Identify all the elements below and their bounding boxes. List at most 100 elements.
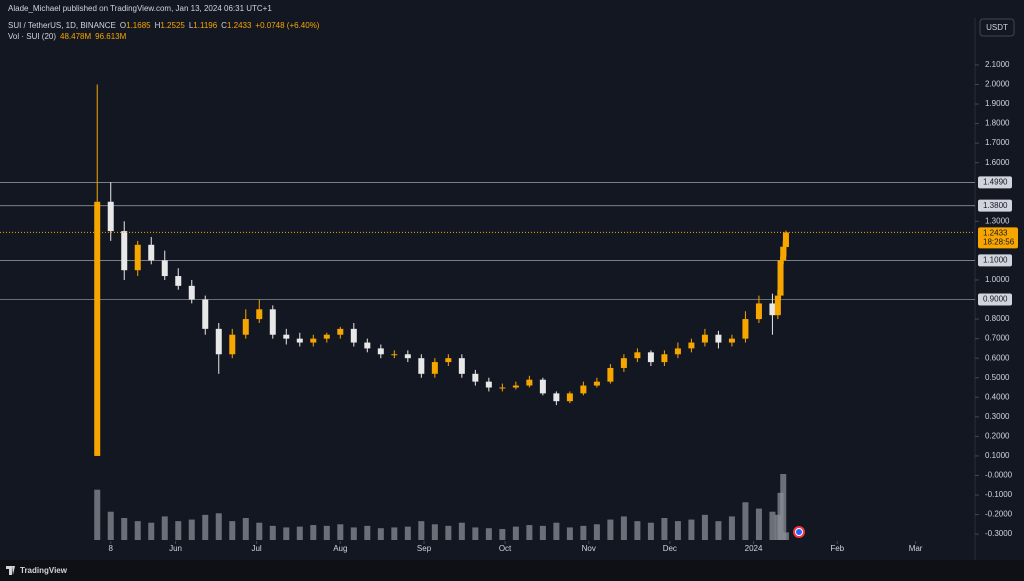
countdown: 18:28:56 xyxy=(983,238,1015,247)
symbol: SUI / TetherUS, 1D, BINANCE xyxy=(8,21,116,30)
volume-bar xyxy=(175,521,182,540)
volume-bar xyxy=(256,522,263,540)
y-tick-label: 1.9000 xyxy=(985,99,1010,108)
volume-bar xyxy=(161,516,168,540)
y-tick-label: 2.1000 xyxy=(985,60,1010,69)
currency[interactable]: USDT xyxy=(986,23,1008,32)
candle-body xyxy=(742,319,749,339)
level-label: 1.1000 xyxy=(983,256,1008,265)
candle-body xyxy=(634,352,641,359)
volume-bar xyxy=(458,522,465,540)
candle-body xyxy=(377,348,384,355)
candle-body xyxy=(229,334,236,355)
level-label-box xyxy=(978,176,1012,189)
level-label: 0.9000 xyxy=(983,295,1008,304)
candle-body xyxy=(445,358,452,363)
candle-body xyxy=(755,303,762,320)
candle-body xyxy=(688,342,695,349)
volume-bar xyxy=(445,525,452,540)
volume-bar xyxy=(715,521,722,540)
x-tick-label: Dec xyxy=(663,544,677,553)
y-tick-label: 0.4000 xyxy=(985,392,1010,401)
y-tick-label: -0.2000 xyxy=(985,510,1013,519)
x-tick-label: Nov xyxy=(582,544,596,553)
volume-bar xyxy=(661,518,668,540)
legend-value: 1.2525 xyxy=(160,21,185,30)
level-label: 1.3800 xyxy=(983,201,1008,210)
y-tick-label: 0.3000 xyxy=(985,412,1010,421)
candle-body xyxy=(774,295,781,316)
legend-change: +0.0748 (+6.40%) xyxy=(255,21,319,30)
candle-body xyxy=(647,352,654,363)
x-tick-label: Sep xyxy=(417,544,432,553)
candle-body xyxy=(337,328,344,335)
volume-bar xyxy=(499,529,506,540)
y-tick-label: 0.8000 xyxy=(985,314,1010,323)
current-price-box xyxy=(978,227,1018,249)
candle-body xyxy=(701,334,708,343)
y-tick-label: 0.1000 xyxy=(985,451,1010,460)
volume-bar xyxy=(634,521,641,540)
volume-bar xyxy=(526,525,533,540)
candle-body xyxy=(418,358,425,374)
candle-body xyxy=(283,334,290,339)
y-tick-label: 2.0000 xyxy=(985,80,1010,89)
y-tick-label: 0.5000 xyxy=(985,373,1010,382)
candle-body xyxy=(661,354,668,363)
footer xyxy=(0,560,1024,581)
volume-bar xyxy=(472,527,479,540)
legend-value: 1.1196 xyxy=(193,21,217,30)
currency-button[interactable] xyxy=(979,18,1015,37)
volume-bar xyxy=(215,513,222,540)
volume-bar xyxy=(580,525,587,540)
level-label-box xyxy=(978,254,1012,267)
y-tick-label: -0.0000 xyxy=(985,471,1013,480)
candle-body xyxy=(553,393,560,402)
volume-bar xyxy=(431,524,438,540)
volume-bar xyxy=(242,518,249,540)
publisher: Alade_Michael published on TradingView.c… xyxy=(8,4,272,13)
candle-body xyxy=(472,373,479,382)
candle-body xyxy=(607,367,614,382)
legend-key: H xyxy=(155,21,161,30)
volume-bar xyxy=(364,525,371,540)
volume-bar xyxy=(620,516,627,540)
candle-body xyxy=(134,244,141,271)
legend-key: O xyxy=(120,21,126,30)
candle-body xyxy=(782,232,789,248)
candle-body xyxy=(526,379,533,386)
volume-bar xyxy=(769,511,776,540)
volume-title: Vol · SUI (20) xyxy=(8,32,56,41)
candle-body xyxy=(715,334,722,343)
volume-value: 48.478M xyxy=(60,32,91,41)
volume-bar xyxy=(188,519,195,540)
candle-body xyxy=(175,276,182,286)
volume-bar xyxy=(148,522,155,540)
volume-bar xyxy=(296,526,303,540)
volume-ma-value: 96.613M xyxy=(95,32,126,41)
volume-bar xyxy=(202,514,209,540)
volume-bar xyxy=(391,527,398,540)
volume-bar xyxy=(742,502,749,540)
volume-bar xyxy=(229,521,236,540)
volume-bar xyxy=(269,525,276,540)
candle-body xyxy=(94,201,101,456)
candle-body xyxy=(512,385,519,388)
candle-body xyxy=(107,201,114,232)
candle-body xyxy=(188,285,195,300)
volume-bar xyxy=(121,518,128,540)
x-tick-label: Oct xyxy=(499,544,512,553)
x-tick-label: Aug xyxy=(333,544,347,553)
brand: TradingView xyxy=(20,566,68,575)
level-label: 1.4990 xyxy=(983,178,1008,187)
volume-bar xyxy=(674,521,681,540)
volume-bar xyxy=(485,528,492,540)
volume-bar xyxy=(418,521,425,540)
volume-bar xyxy=(310,525,317,540)
candle-body xyxy=(580,385,587,394)
volume-bar xyxy=(323,525,330,540)
volume-bar xyxy=(539,525,546,540)
volume-badge-inner xyxy=(795,528,803,536)
level-label-box xyxy=(978,199,1012,212)
